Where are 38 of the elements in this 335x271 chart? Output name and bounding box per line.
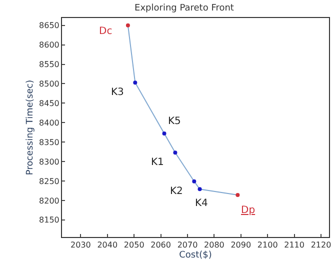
y-axis-title: Processing Time(sec) [25,80,36,176]
point [198,187,202,192]
x-tick-label: 2110 [284,240,304,250]
annotation: K4 [195,198,208,209]
x-tick-label: 2050 [124,240,144,250]
x-tick-label: 2100 [257,240,278,250]
annotation: K2 [170,186,183,197]
annotation: K3 [111,87,124,98]
point [133,80,138,85]
x-tick-label: 2080 [204,240,224,250]
y-tick-label: 8400 [39,118,60,128]
x-tick-label: 2060 [150,240,171,250]
y-tick-label: 8300 [39,157,60,166]
y-tick-label: 8200 [39,196,60,206]
annotation: K5 [168,116,181,127]
x-tick-label: 2120 [310,240,332,250]
y-tick-label: 8450 [39,98,60,108]
y-tick-label: 8550 [39,60,60,70]
x-tick-label: 2090 [230,240,252,250]
chart-title: Exploring Pareto Front [134,3,234,14]
y-tick-label: 8500 [39,80,60,89]
point [236,192,240,197]
y-tick-label: 8350 [39,138,60,147]
y-tick-label: 8250 [39,176,60,186]
x-axis-title: Cost($) [179,250,212,260]
y-tick-label: 8650 [39,21,60,30]
x-tick-label: 2040 [97,240,118,250]
point [173,150,178,155]
point [126,23,130,28]
y-tick-label: 8150 [39,216,60,225]
annotation: K1 [151,157,164,168]
point [162,132,166,136]
point [192,179,196,184]
x-tick-label: 2070 [177,240,198,250]
y-tick-label: 8600 [39,40,60,50]
x-tick-label: 2030 [70,240,91,250]
annotation: Dc [99,26,112,37]
annotation: Dp [241,205,256,216]
